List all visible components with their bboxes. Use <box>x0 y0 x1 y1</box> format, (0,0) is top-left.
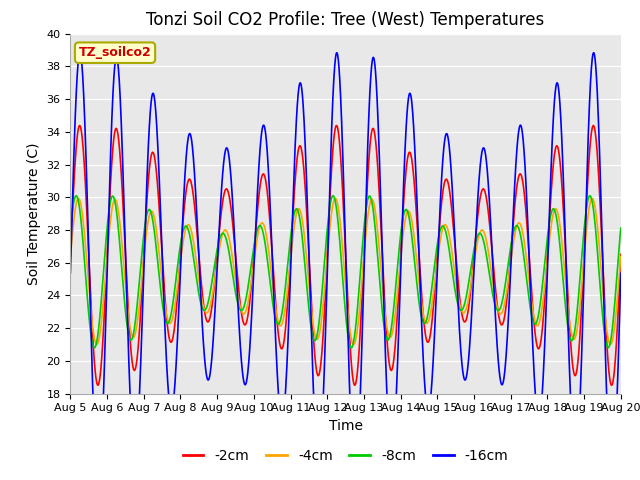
Legend: -2cm, -4cm, -8cm, -16cm: -2cm, -4cm, -8cm, -16cm <box>177 444 514 469</box>
Text: TZ_soilco2: TZ_soilco2 <box>79 46 152 59</box>
Y-axis label: Soil Temperature (C): Soil Temperature (C) <box>27 143 41 285</box>
X-axis label: Time: Time <box>328 419 363 433</box>
Title: Tonzi Soil CO2 Profile: Tree (West) Temperatures: Tonzi Soil CO2 Profile: Tree (West) Temp… <box>147 11 545 29</box>
